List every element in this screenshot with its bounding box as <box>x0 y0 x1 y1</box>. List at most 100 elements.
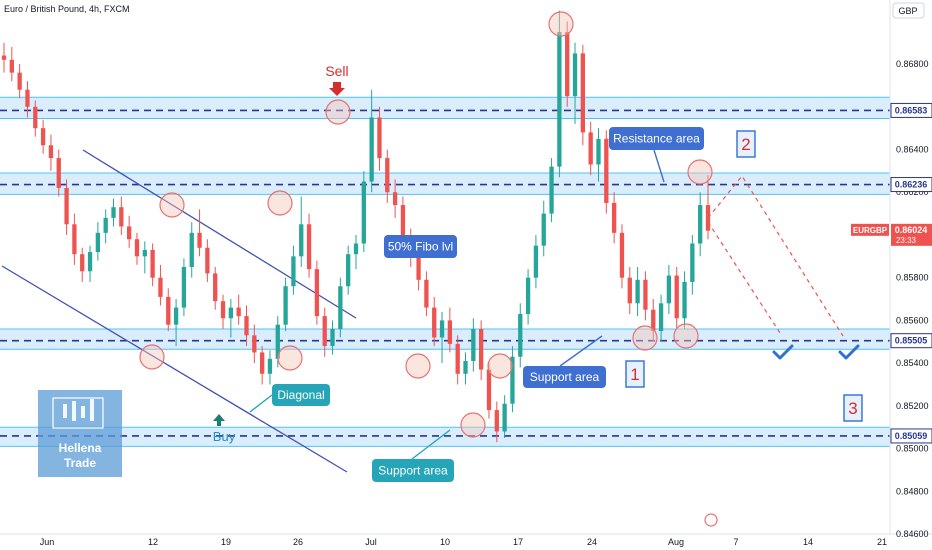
buy-arrow-icon <box>213 414 225 426</box>
candle-body <box>635 279 640 304</box>
candle-body <box>346 254 351 287</box>
zone-band <box>0 97 890 119</box>
candle-body <box>9 59 14 73</box>
candle-body <box>236 307 241 317</box>
highlight-circle <box>673 323 699 349</box>
candle-body <box>596 138 601 165</box>
x-tick-label: Aug <box>668 537 684 547</box>
candle-body <box>267 358 273 374</box>
box-1-frame <box>625 360 645 388</box>
candle-body <box>314 269 320 317</box>
candle-body <box>291 256 296 287</box>
candle-body <box>525 277 531 314</box>
sell-arrow-icon <box>329 82 345 96</box>
x-tick-label: 24 <box>587 537 597 547</box>
candle-body <box>580 53 585 133</box>
candle-body <box>439 320 445 338</box>
candle-body <box>690 243 695 282</box>
currency-button[interactable] <box>892 2 925 19</box>
candle-body <box>698 205 703 244</box>
x-tick-label: 17 <box>513 537 523 547</box>
candle-body <box>134 239 140 257</box>
candle-body <box>400 205 406 240</box>
candle-body <box>213 273 218 302</box>
candle-body <box>228 307 233 319</box>
highlight-circle <box>405 353 431 379</box>
candle-body <box>432 307 437 338</box>
x-tick-label: 12 <box>148 537 158 547</box>
y-tick-label: 0.85000 <box>896 444 929 454</box>
candle-body <box>463 360 468 374</box>
candle-body <box>158 277 163 297</box>
support-area-label-1: Support area <box>530 370 600 384</box>
level-price-box <box>890 102 932 118</box>
current-price-label: 0.86024 <box>895 225 928 235</box>
highlight-circle <box>460 412 486 438</box>
y-tick-label: 0.84800 <box>896 486 929 496</box>
currency-label: GBP <box>898 6 917 16</box>
y-tick-label: 0.85800 <box>896 273 929 283</box>
candle-body <box>181 267 187 308</box>
logo-text-1: Hellena <box>59 441 102 455</box>
zone-band <box>0 173 890 195</box>
support-area-label-2-box <box>372 459 454 482</box>
countdown-label: 23:33 <box>896 236 917 245</box>
projection-path-lower <box>707 221 783 337</box>
candle-body <box>674 275 679 319</box>
candle-body <box>338 286 343 329</box>
candle-body <box>385 158 390 193</box>
candle-body <box>447 320 453 344</box>
candle-body <box>494 410 499 432</box>
candle-body <box>510 356 515 404</box>
candle-body <box>322 316 327 347</box>
sell-label: Sell <box>325 63 348 79</box>
candle-body <box>150 249 155 278</box>
candle-body <box>392 192 398 206</box>
candle-body <box>80 254 85 272</box>
check-mark-icon <box>838 344 860 360</box>
candle-body <box>197 232 202 248</box>
highlight-circle <box>687 159 713 185</box>
candle-body <box>353 243 359 255</box>
resistance-area-label-pointer <box>653 149 665 183</box>
y-tick-label: 0.86800 <box>896 59 929 69</box>
resistance-area-label: Resistance area <box>613 132 700 146</box>
x-tick-label: Jun <box>40 537 55 547</box>
candle-body <box>471 328 476 361</box>
candle-body <box>369 117 374 182</box>
candle-body <box>486 369 492 411</box>
level-price-box <box>890 428 932 444</box>
highlight-circle <box>139 344 165 370</box>
candle-body <box>173 307 179 325</box>
candle-body <box>48 145 54 159</box>
candle-body <box>205 247 210 274</box>
candle-body <box>518 313 523 357</box>
highlight-circle <box>159 192 185 218</box>
candle-body <box>25 89 30 107</box>
logo-monitor-icon <box>52 397 104 429</box>
x-tick-label: 14 <box>803 537 813 547</box>
highlight-circle <box>325 99 351 125</box>
candle-body <box>627 277 632 304</box>
candle-body <box>557 32 562 167</box>
candle-body <box>283 286 288 325</box>
candle-body <box>87 252 93 272</box>
candle-body <box>604 138 609 203</box>
candle-body <box>259 352 265 374</box>
candle-body <box>299 224 304 257</box>
level-price-box <box>890 333 932 349</box>
candle-body <box>306 224 312 270</box>
candle-body <box>619 232 625 278</box>
zone-band <box>0 427 890 447</box>
box-3-label: 3 <box>848 399 857 418</box>
candle-body <box>330 328 335 347</box>
fibo-label-box <box>384 235 457 258</box>
y-tick-label: 0.86200 <box>896 187 929 197</box>
logo-panel <box>38 390 122 477</box>
candle-body <box>166 296 171 325</box>
y-tick-label: 0.85600 <box>896 315 929 325</box>
box-2-label: 2 <box>741 135 750 154</box>
candle-body <box>111 207 116 218</box>
candle-body <box>416 256 421 280</box>
candle-body <box>119 207 124 227</box>
